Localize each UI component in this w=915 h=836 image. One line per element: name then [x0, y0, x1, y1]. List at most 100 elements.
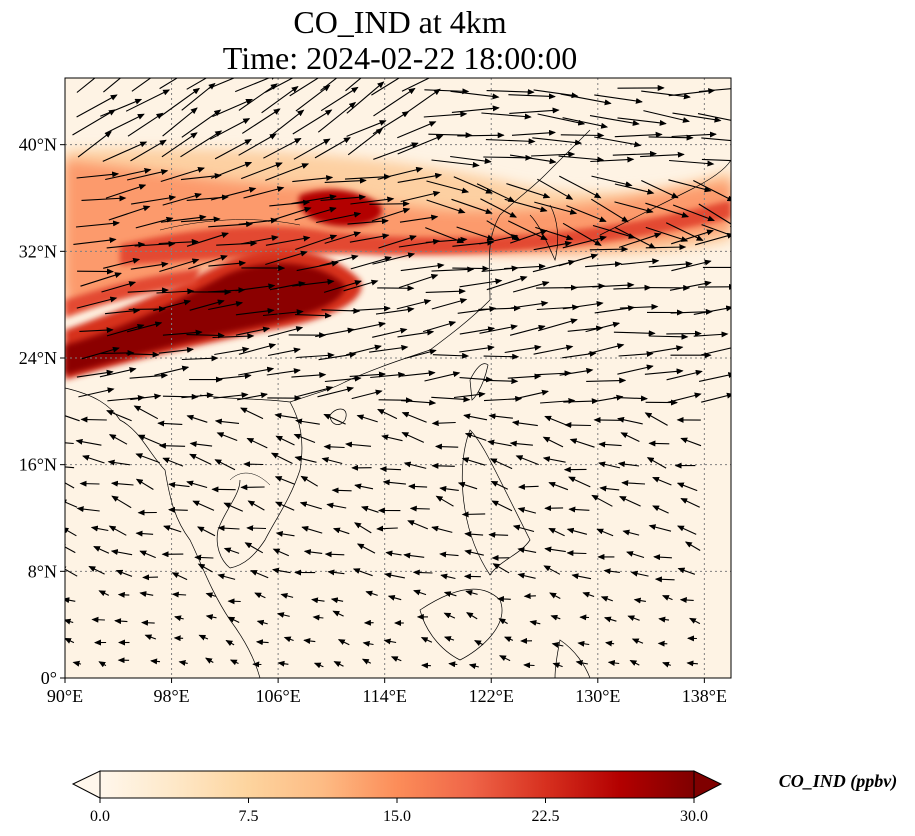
- wind-arrow: [617, 117, 667, 126]
- y-tick-label: 24°N: [19, 348, 57, 368]
- wind-arrow: [648, 134, 694, 141]
- wind-arrow: [214, 139, 252, 160]
- wind-arrow: [652, 476, 672, 486]
- wind-arrow: [76, 369, 114, 378]
- wind-arrow: [244, 542, 264, 554]
- wind-arrow: [512, 524, 535, 533]
- wind-arrow: [603, 568, 620, 575]
- wind-arrow: [312, 614, 324, 621]
- wind-arrow: [591, 198, 629, 223]
- wind-arrow: [162, 457, 184, 467]
- wind-arrow: [598, 441, 622, 448]
- wind-arrow: [508, 93, 556, 100]
- wind-arrow: [162, 107, 198, 137]
- wind-arrow: [171, 572, 188, 581]
- wind-arrow: [269, 199, 311, 207]
- wind-arrow: [75, 438, 102, 446]
- wind-arrow: [465, 589, 478, 596]
- wind-arrow: [238, 83, 278, 111]
- wind-arrow: [408, 483, 428, 490]
- wind-arrow: [643, 110, 690, 123]
- longitude-axis: 90°E 98°E 106°E 114°E 122°E 130°E 138°E: [47, 678, 727, 706]
- wind-arrow: [323, 280, 362, 293]
- wind-arrow: [111, 495, 132, 509]
- wind-arrow: [667, 392, 702, 403]
- wind-arrow: [324, 231, 362, 244]
- wind-arrow: [295, 312, 332, 319]
- wind-arrow: [568, 506, 590, 513]
- wind-arrow: [65, 527, 77, 537]
- wind-arrow: [693, 180, 731, 202]
- wind-arrow: [658, 616, 670, 623]
- wind-arrow: [621, 480, 646, 487]
- wind-arrow: [582, 591, 595, 598]
- wind-arrow: [371, 207, 411, 222]
- wind-arrow: [267, 347, 301, 357]
- wind-arrow: [431, 266, 475, 273]
- wind-arrow: [246, 437, 268, 449]
- wind-arrow: [161, 132, 198, 158]
- wind-arrow: [350, 196, 395, 205]
- map-title: CO_IND at 4km: [293, 4, 507, 40]
- wind-arrow: [156, 288, 195, 295]
- wind-arrow: [316, 211, 362, 224]
- wind-arrow: [266, 368, 301, 376]
- wind-arrow: [295, 418, 320, 425]
- wind-arrow: [540, 397, 576, 404]
- wind-arrow: [114, 618, 128, 625]
- wind-arrow: [612, 150, 657, 157]
- wind-arrow: [344, 173, 391, 180]
- wind-arrow: [372, 252, 416, 265]
- wind-arrow: [431, 525, 453, 533]
- wind-arrow: [261, 86, 299, 114]
- wind-arrow: [488, 413, 513, 420]
- wind-arrow: [80, 416, 107, 423]
- wind-arrow: [400, 190, 441, 203]
- wind-arrow: [330, 597, 344, 604]
- wind-arrow: [468, 663, 479, 670]
- wind-arrow: [542, 456, 566, 463]
- wind-arrow: [277, 660, 289, 667]
- wind-arrow: [434, 443, 459, 450]
- wind-arrow: [317, 101, 357, 133]
- wind-arrow: [459, 278, 503, 288]
- wind-arrow: [327, 569, 345, 576]
- wind-arrow: [439, 551, 459, 558]
- wind-arrow: [171, 591, 187, 598]
- wind-arrow: [347, 218, 389, 225]
- wind-arrow: [293, 433, 316, 444]
- wind-arrow: [648, 524, 672, 532]
- wind-arrow: [315, 327, 355, 338]
- wind-arrow: [324, 375, 362, 383]
- wind-arrow: [617, 364, 654, 375]
- wind-arrow: [490, 480, 509, 490]
- wind-arrow: [407, 520, 429, 530]
- wind-arrow: [381, 434, 403, 442]
- wind-arrow: [496, 596, 511, 603]
- wind-arrow: [178, 660, 188, 666]
- wind-arrow: [509, 154, 557, 165]
- wind-arrow: [562, 350, 597, 359]
- wind-arrow: [488, 531, 509, 538]
- wind-arrow: [189, 299, 225, 311]
- wind-arrow: [300, 475, 318, 487]
- wind-arrow: [131, 78, 152, 92]
- wind-arrow: [489, 458, 513, 470]
- wind-arrow: [450, 90, 500, 100]
- wind-arrow: [127, 287, 169, 294]
- wind-arrow: [509, 324, 546, 336]
- wind-arrow: [397, 329, 435, 338]
- wind-arrow: [479, 324, 518, 334]
- wind-arrow: [453, 176, 493, 194]
- wind-arrow: [590, 156, 635, 163]
- wind-arrow: [599, 485, 620, 492]
- wind-arrow: [107, 459, 130, 466]
- wind-arrow: [504, 198, 548, 213]
- wind-arrow: [292, 278, 335, 287]
- wind-arrow: [532, 137, 582, 146]
- wind-arrow: [76, 506, 100, 513]
- wind-arrow: [243, 461, 264, 468]
- wind-arrow: [671, 229, 714, 245]
- wind-arrow: [98, 590, 110, 597]
- wind-arrow: [648, 333, 689, 340]
